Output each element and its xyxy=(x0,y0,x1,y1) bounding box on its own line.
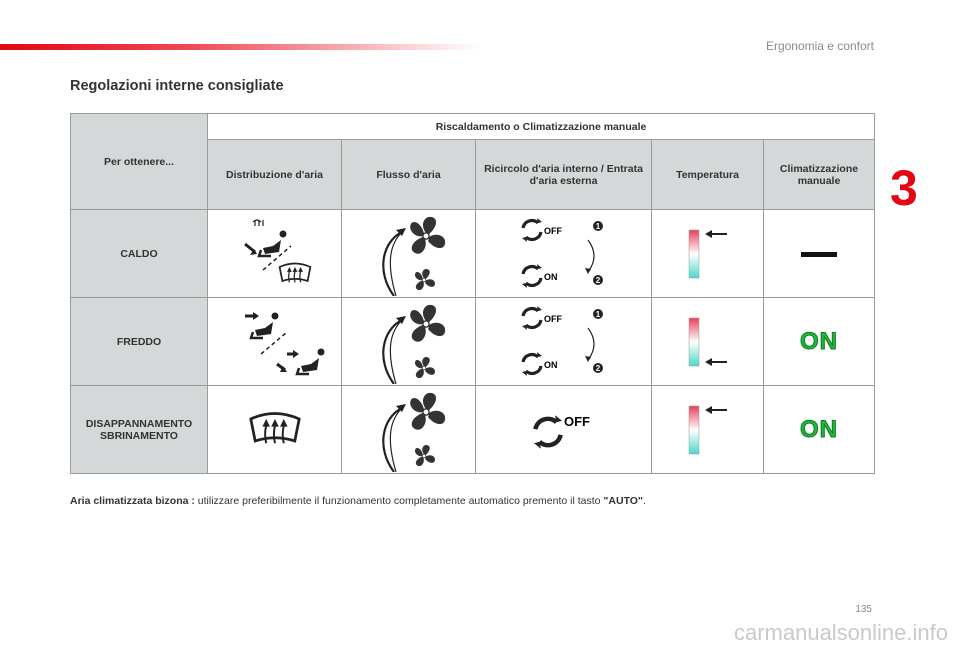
ac-on-label: ON xyxy=(800,415,839,443)
air-distribution-cell xyxy=(207,297,342,386)
fan-high-icon xyxy=(381,391,446,472)
corner-header: Per ottenere... xyxy=(70,113,208,210)
recirc-on-label: ON xyxy=(544,360,558,370)
fan-high-icon xyxy=(381,303,446,384)
group-header: Riscaldamento o Climatizzazione manuale xyxy=(206,113,876,140)
temperature-hot-icon xyxy=(688,405,727,454)
table-row: DISAPPANNAMENTO SBRINAMENTO OFF xyxy=(70,385,876,474)
row-label: FREDDO xyxy=(70,297,208,386)
note-label: Aria climatizzata bizona : xyxy=(70,495,195,507)
chapter-number: 3 xyxy=(890,160,918,216)
recirculation-cell: OFF ON 1 2 xyxy=(475,209,652,298)
air-distribution-cell xyxy=(207,385,342,474)
air-flow-cell xyxy=(341,209,476,298)
row-label: DISAPPANNAMENTO SBRINAMENTO xyxy=(70,385,208,474)
column-header: Distribuzione d'aria xyxy=(207,139,342,210)
ac-cell: ON xyxy=(762,385,876,474)
air-flow-cell xyxy=(341,297,476,386)
recirculation-off-on-icon: OFF ON 1 2 xyxy=(519,215,603,290)
fan-high-icon xyxy=(381,215,446,296)
feet-windscreen-distribution-icon xyxy=(243,218,311,283)
recirc-off-label: OFF xyxy=(544,314,562,324)
watermark: carmanualsonline.info xyxy=(733,620,948,645)
temperature-cell xyxy=(651,209,764,298)
ac-cell xyxy=(762,209,876,298)
page-title: Regolazioni interne consigliate xyxy=(70,78,284,94)
note-text: utilizzare preferibilmente il funzioname… xyxy=(194,495,604,507)
step-number: 1 xyxy=(595,222,600,231)
step-number: 1 xyxy=(595,310,600,319)
recirc-off-label: OFF xyxy=(544,226,562,236)
table-row: FREDDO OFF ON xyxy=(70,297,876,386)
column-header: Climatizzazione manuale xyxy=(762,139,876,210)
row-label: CALDO xyxy=(70,209,208,298)
recirculation-off-icon: OFF xyxy=(504,388,590,472)
ac-off-dash xyxy=(801,251,838,257)
temperature-cell xyxy=(651,385,764,474)
recirculation-cell: OFF ON 1 2 xyxy=(475,297,652,386)
step-number: 2 xyxy=(595,276,600,285)
section-title: Ergonomia e confort xyxy=(765,39,874,53)
column-header: Ricircolo d'aria interno / Entrata d'ari… xyxy=(475,139,652,210)
recirc-off-label: OFF xyxy=(564,414,590,429)
header-red-bar xyxy=(0,44,480,50)
air-flow-cell xyxy=(341,385,476,474)
recirculation-off-on-icon: OFF ON 1 2 xyxy=(519,303,603,378)
note-end: . xyxy=(642,495,646,507)
note-key: "AUTO" xyxy=(603,495,643,507)
page-number: 135 xyxy=(855,604,872,615)
air-distribution-cell xyxy=(207,209,342,298)
temperature-cold-icon xyxy=(688,317,727,366)
note-paragraph: Aria climatizzata bizona : utilizzare pr… xyxy=(70,495,646,507)
face-feet-distribution-icon xyxy=(244,310,326,375)
table-row: CALDO OFF ON 1 xyxy=(70,209,876,298)
windscreen-defrost-icon xyxy=(248,411,301,445)
settings-table: Per ottenere... Riscaldamento o Climatiz… xyxy=(70,113,876,474)
temperature-cell xyxy=(651,297,764,386)
ac-on-label: ON xyxy=(800,327,839,355)
ac-cell: ON xyxy=(762,297,876,386)
column-header: Temperatura xyxy=(651,139,764,210)
recirculation-cell: OFF xyxy=(475,385,652,474)
column-header: Flusso d'aria xyxy=(341,139,476,210)
step-number: 2 xyxy=(595,364,600,373)
temperature-hot-icon xyxy=(688,229,727,278)
recirc-on-label: ON xyxy=(544,272,558,282)
